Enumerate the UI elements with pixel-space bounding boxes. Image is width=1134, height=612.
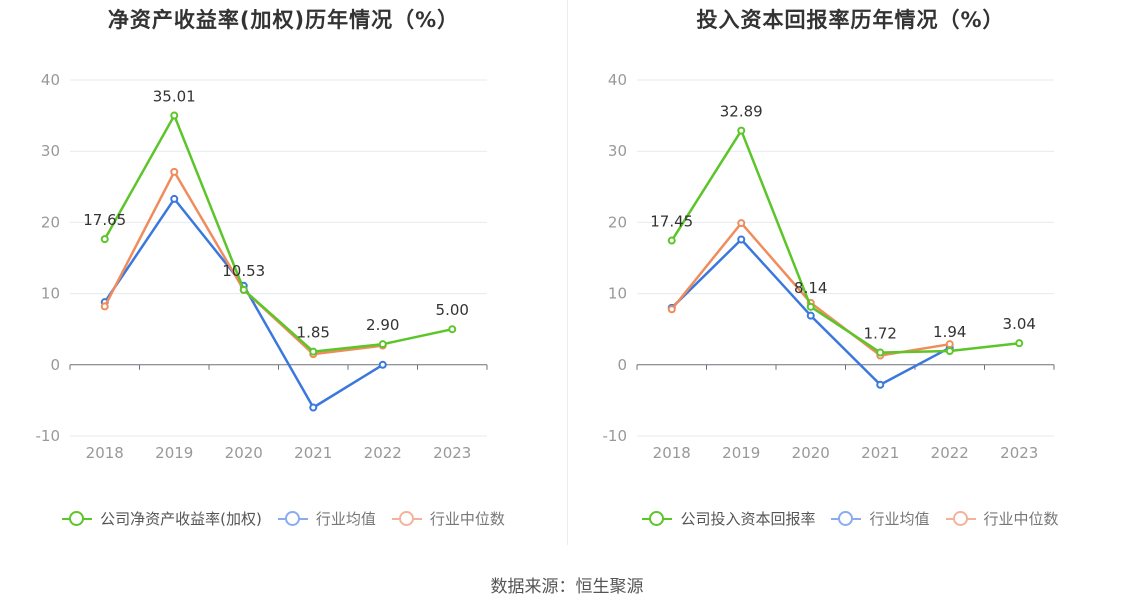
- chart-legend: 公司投入资本回报率 行业均值 行业中位数: [567, 508, 1134, 529]
- chart-title: 净资产收益率(加权)历年情况（%）: [107, 8, 460, 32]
- legend-item-industry-median[interactable]: 行业中位数: [945, 508, 1059, 529]
- series-line-avg: [103, 197, 384, 409]
- data-point-company: [876, 348, 885, 357]
- data-point-median: [170, 167, 179, 176]
- y-tick-label: 10: [41, 285, 60, 303]
- data-point-avg: [309, 403, 318, 412]
- legend-company-marker-icon: [642, 510, 673, 527]
- series-line-company: [670, 129, 1020, 354]
- data-label: 17.45: [650, 213, 693, 231]
- legend-median-marker-icon: [391, 510, 422, 527]
- x-tick-label: 2019: [722, 444, 760, 462]
- legend-label: 行业均值: [315, 510, 376, 528]
- data-label: 32.89: [720, 103, 763, 121]
- legend-label: 行业中位数: [983, 510, 1059, 528]
- data-point-company: [737, 126, 746, 135]
- legend-company-marker-icon: [62, 510, 93, 527]
- data-point-avg: [378, 360, 387, 369]
- data-point-company: [1015, 339, 1024, 348]
- x-tick-label: 2021: [861, 444, 899, 462]
- data-point-company: [378, 340, 387, 349]
- data-source-note: 数据来源：恒生聚源: [490, 577, 644, 597]
- roic-chart-panel: 投入资本回报率历年情况（%） -10 0 10 20 30 40 2018 2019 2020 2…: [567, 0, 1134, 560]
- data-point-avg: [737, 235, 746, 244]
- data-point-company: [170, 111, 179, 120]
- data-point-company: [309, 347, 318, 356]
- y-tick-label: 40: [41, 71, 60, 89]
- legend-median-marker-icon: [945, 510, 976, 527]
- legend-item-industry-avg[interactable]: 行业均值: [831, 508, 930, 529]
- y-tick-label: 0: [50, 356, 60, 374]
- data-point-company: [448, 325, 457, 334]
- data-label: 1.85: [297, 324, 330, 342]
- x-tick-label: 2018: [653, 444, 691, 462]
- x-tick-label: 2021: [294, 444, 332, 462]
- legend-avg-marker-icon: [831, 510, 862, 527]
- y-tick-label: 0: [617, 356, 627, 374]
- legend-item-industry-avg[interactable]: 行业均值: [277, 508, 376, 529]
- roe-chart-panel: 净资产收益率(加权)历年情况（%） -10 0 10 20 30 40 2018 2019 20…: [0, 0, 567, 560]
- data-label: 5.00: [436, 301, 469, 319]
- data-label: 17.65: [83, 211, 126, 229]
- legend-item-company[interactable]: 公司投入资本回报率: [642, 508, 815, 529]
- y-tick-label: 30: [41, 142, 60, 160]
- x-tick-label: 2020: [792, 444, 830, 462]
- roe-line-chart: -10 0 10 20 30 40 2018 2019 2020 2021 2022 2023 17.6…: [36, 71, 488, 462]
- y-tick-label: 20: [41, 213, 60, 231]
- data-point-avg: [876, 380, 885, 389]
- data-point-avg: [170, 194, 179, 203]
- legend-label: 行业均值: [869, 510, 930, 528]
- x-tick-label: 2022: [931, 444, 969, 462]
- data-label: 1.72: [864, 325, 897, 343]
- data-label: 3.04: [1003, 315, 1036, 333]
- data-label: 35.01: [153, 88, 196, 106]
- x-tick-label: 2022: [364, 444, 402, 462]
- x-tick-label: 2023: [433, 444, 471, 462]
- x-tick-label: 2018: [86, 444, 124, 462]
- legend-label: 公司净资产收益率(加权): [100, 510, 262, 528]
- y-tick-label: 20: [608, 213, 627, 231]
- x-tick-label: 2023: [1000, 444, 1038, 462]
- data-point-company: [667, 236, 676, 245]
- data-label: 10.53: [222, 262, 265, 280]
- data-label: 2.90: [366, 316, 399, 334]
- chart-title: 投入资本回报率历年情况（%）: [696, 8, 1005, 32]
- y-tick-label: 40: [608, 71, 627, 89]
- legend-item-industry-median[interactable]: 行业中位数: [391, 508, 505, 529]
- legend-label: 行业中位数: [429, 510, 505, 528]
- y-tick-label: -10: [603, 427, 628, 445]
- legend-avg-marker-icon: [277, 510, 308, 527]
- series-line-company: [103, 114, 453, 353]
- data-point-avg: [806, 311, 815, 320]
- data-point-company: [945, 346, 954, 355]
- y-tick-label: -10: [36, 427, 61, 445]
- data-point-company: [239, 285, 248, 294]
- x-tick-label: 2020: [225, 444, 263, 462]
- chart-legend: 公司净资产收益率(加权) 行业均值 行业中位数: [0, 508, 567, 529]
- x-tick-label: 2019: [155, 444, 193, 462]
- data-label: 1.94: [933, 323, 966, 341]
- data-point-median: [945, 340, 954, 349]
- y-tick-label: 30: [608, 142, 627, 160]
- data-label: 8.14: [794, 279, 827, 297]
- data-point-median: [100, 302, 109, 311]
- data-point-median: [737, 219, 746, 228]
- legend-label: 公司投入资本回报率: [680, 510, 816, 528]
- data-point-company: [100, 235, 109, 244]
- roic-line-chart: -10 0 10 20 30 40 2018 2019 2020 2021 2022 2023 17.4…: [603, 71, 1055, 462]
- y-tick-label: 10: [608, 285, 627, 303]
- legend-item-company[interactable]: 公司净资产收益率(加权): [62, 508, 262, 529]
- panel-divider: [567, 0, 568, 545]
- data-point-median: [667, 305, 676, 314]
- data-point-company: [806, 302, 815, 311]
